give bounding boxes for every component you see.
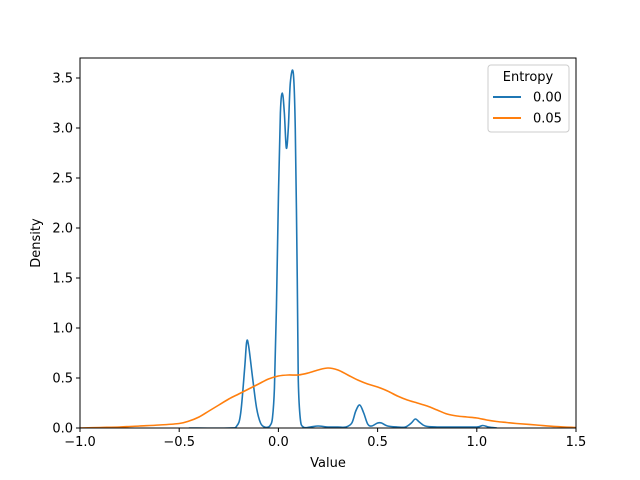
y-tick-label: 0.5 bbox=[52, 372, 73, 387]
legend-box bbox=[487, 64, 570, 133]
y-tick-label: 2.0 bbox=[52, 222, 73, 237]
legend-entry-label: 0.00 bbox=[533, 91, 562, 106]
y-axis-label: Density bbox=[29, 218, 44, 268]
x-axis-label: Value bbox=[310, 456, 346, 471]
x-tick-label: 1.0 bbox=[466, 435, 487, 450]
legend-title: Entropy bbox=[503, 70, 554, 85]
x-tick-label: 0.5 bbox=[367, 435, 388, 450]
x-tick-label: 0.0 bbox=[268, 435, 289, 450]
x-tick-label: 1.5 bbox=[566, 435, 587, 450]
y-tick-label: 3.0 bbox=[52, 122, 73, 137]
series-line-0 bbox=[188, 69, 498, 428]
series-layer bbox=[80, 69, 576, 428]
y-tick-label: 1.5 bbox=[52, 272, 73, 287]
x-axis: −1.0 −0.5 0.0 0.5 1.0 1.5 bbox=[64, 428, 586, 450]
x-tick-label: −1.0 bbox=[64, 435, 96, 450]
legend-entry-label: 0.05 bbox=[533, 112, 562, 127]
legend: Entropy 0.00 0.05 bbox=[487, 64, 570, 133]
series-line-1 bbox=[80, 367, 576, 428]
y-axis: 0.0 0.5 1.0 1.5 2.0 2.5 3.0 3.5 bbox=[52, 72, 80, 437]
y-tick-label: 2.5 bbox=[52, 172, 73, 187]
x-tick-label: −0.5 bbox=[163, 435, 195, 450]
y-tick-label: 0.0 bbox=[52, 422, 73, 437]
plot-frame bbox=[79, 57, 577, 429]
y-tick-label: 3.5 bbox=[52, 72, 73, 87]
y-tick-label: 1.0 bbox=[52, 322, 73, 337]
